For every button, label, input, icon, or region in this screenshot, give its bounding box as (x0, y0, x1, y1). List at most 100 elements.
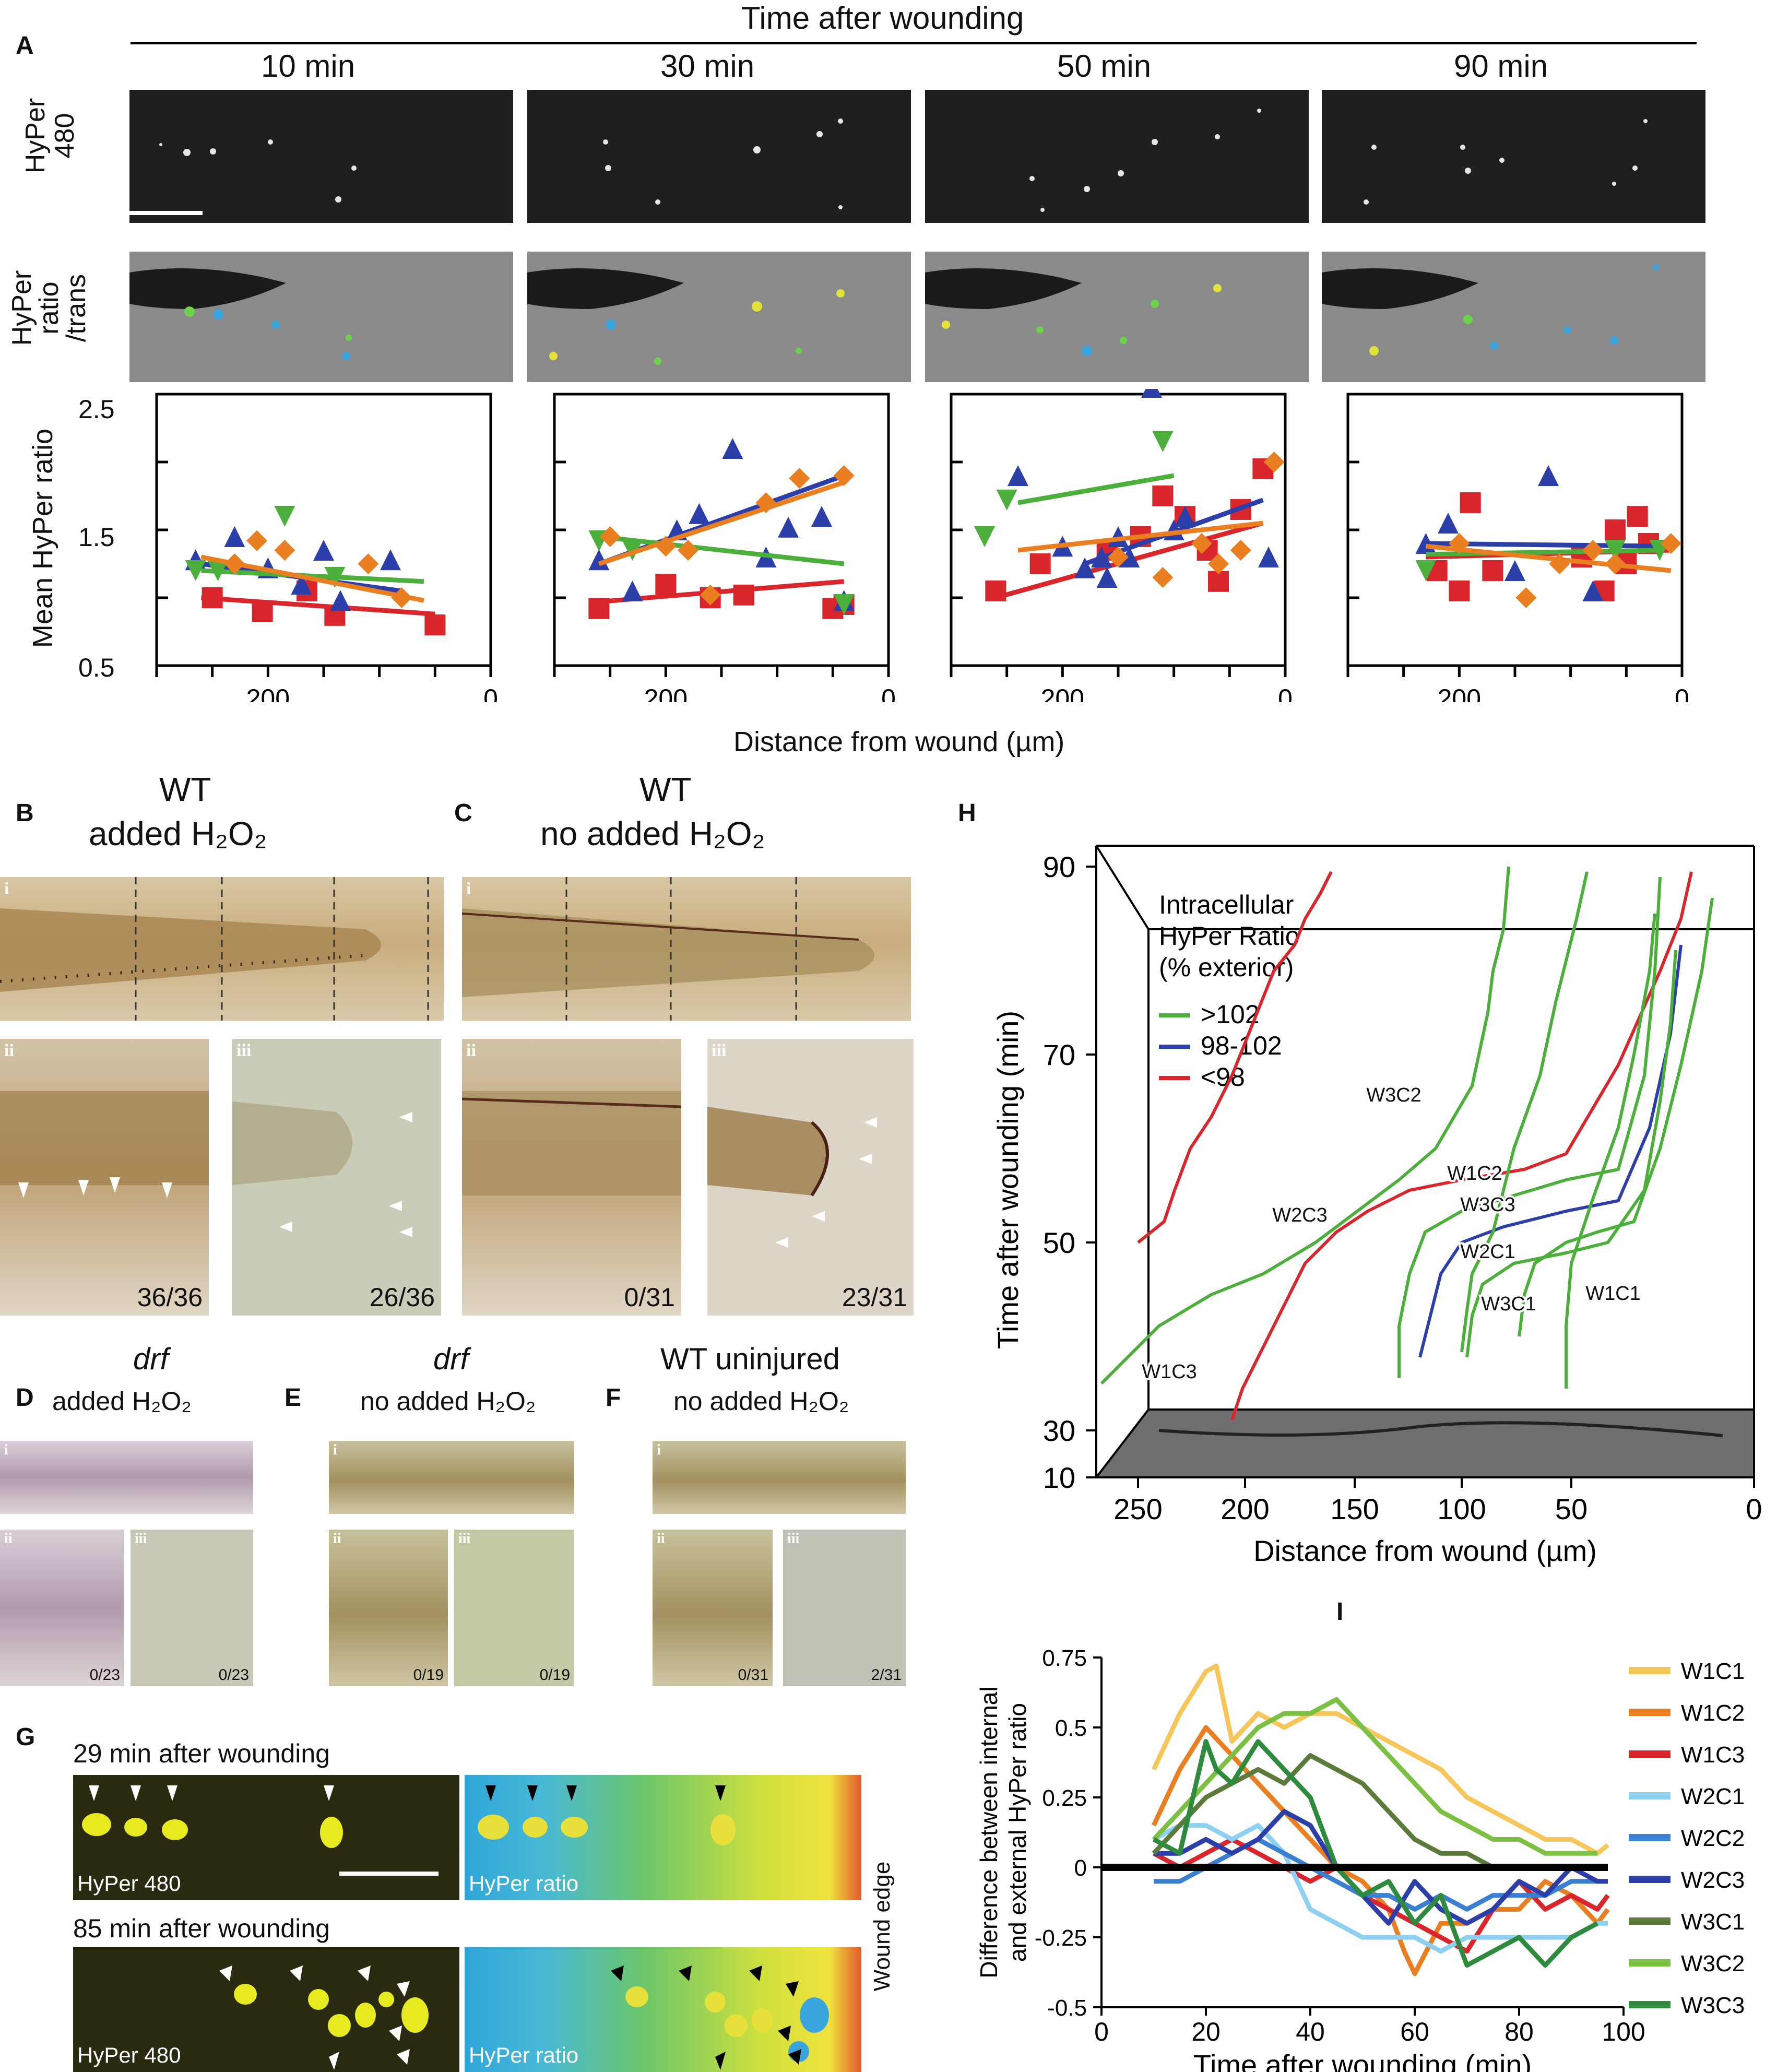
micrograph-d-i: i (0, 1441, 253, 1514)
floor-image (1096, 1410, 1754, 1477)
panel-g-label: G (16, 1723, 35, 1751)
panel-c-title1: WT (639, 771, 692, 808)
panel-c-label: C (454, 799, 472, 827)
data-point-diamond (391, 587, 412, 608)
data-point-triangle-up (811, 506, 832, 527)
i-ytick-label: 0.75 (1042, 1645, 1087, 1671)
h-legend-title: Intracellular (1159, 890, 1294, 919)
data-point-triangle-up (1008, 465, 1028, 486)
data-point-triangle-up (1258, 547, 1279, 567)
data-point-square (1449, 581, 1470, 601)
data-point-triangle-up (1141, 389, 1162, 398)
micrograph-ratio-50min (925, 252, 1309, 382)
h-ytick-label: 10 (1043, 1461, 1075, 1494)
data-point-triangle-up (1538, 465, 1559, 486)
i-legend-label: W1C3 (1681, 1742, 1745, 1768)
data-point-triangle-up (1504, 560, 1525, 581)
data-point-diamond (1582, 540, 1604, 561)
count-b-iii: 26/36 (369, 1283, 435, 1312)
data-point-diamond (1449, 533, 1470, 554)
micrograph-b-ii: ii 36/36 (0, 1039, 209, 1316)
track-label: W2C3 (1272, 1204, 1328, 1226)
data-point-diamond (1191, 533, 1212, 554)
data-point-triangle-up (1096, 567, 1118, 588)
data-point-diamond (1660, 533, 1681, 554)
data-point-diamond (1549, 553, 1570, 574)
panel-b-title2: added H₂O₂ (89, 815, 267, 853)
roman-d-i: i (4, 1442, 8, 1458)
row1-label: HyPer 480 (20, 98, 80, 174)
h-legend-label: <98 (1201, 1062, 1245, 1092)
data-point-triangle-up (224, 526, 245, 547)
data-point-diamond (358, 553, 379, 574)
data-point-square (655, 574, 677, 595)
micrograph-g-ratio-29: HyPer ratio (465, 1775, 861, 1900)
data-point-triangle-down (274, 506, 295, 527)
h-ytick-label: 50 (1043, 1226, 1075, 1259)
i-legend-label: W2C2 (1681, 1826, 1745, 1851)
g-ratio-label-2: HyPer ratio (469, 2043, 579, 2067)
i-xtick-label: 80 (1504, 2017, 1534, 2046)
roman-f-i: i (657, 1442, 661, 1458)
data-point-triangle-up (291, 574, 312, 595)
h-xtick-label: 200 (1221, 1493, 1269, 1525)
i-ytick-label: -0.5 (1047, 1995, 1087, 2021)
roman-c-iii: iii (712, 1041, 727, 1060)
timepoint-50: 50 min (1057, 49, 1152, 84)
ytick-0.5: 0.5 (78, 653, 115, 682)
micrograph-e-ii: ii 0/19 (329, 1530, 448, 1686)
data-point-diamond (789, 468, 810, 489)
xtick-label-200: 200 (1438, 684, 1481, 702)
micrograph-b-i: i (0, 877, 444, 1021)
count-c-iii: 23/31 (842, 1283, 907, 1312)
data-point-diamond (755, 492, 777, 513)
micrograph-ratio-10min (129, 252, 513, 382)
data-point-square (252, 601, 273, 622)
xtick-label-0: 0 (1675, 684, 1689, 702)
roman-f-ii: ii (657, 1531, 665, 1547)
track-label: W3C2 (1366, 1084, 1421, 1106)
cell-track (1465, 950, 1677, 1358)
data-point-square (985, 581, 1006, 601)
data-point-triangle-up (1175, 506, 1195, 527)
g-hyper480-label-2: HyPer 480 (77, 2043, 181, 2067)
data-point-triangle-up (1582, 581, 1604, 601)
xtick-label-200: 200 (246, 684, 290, 702)
i-xtick-label: 100 (1602, 2017, 1645, 2046)
h-ytick-label: 70 (1043, 1038, 1075, 1071)
count-e-ii: 0/19 (413, 1666, 444, 1684)
data-point-triangle-up (330, 590, 351, 611)
track-label: W1C2 (1447, 1163, 1502, 1185)
data-point-triangle-up (1091, 547, 1112, 567)
xtick-label-0: 0 (483, 684, 498, 702)
micrograph-f-ii: ii 0/31 (653, 1530, 773, 1686)
h-ytick-label: 90 (1043, 850, 1075, 883)
data-point-triangle-down (185, 560, 206, 581)
data-point-triangle-up (689, 503, 710, 524)
data-point-triangle-down (833, 594, 855, 615)
count-d-iii: 0/23 (218, 1666, 249, 1684)
wound-edge-label: Wound edge (869, 1861, 895, 1992)
i-ytick-label: 0.5 (1055, 1715, 1087, 1741)
i-ylabel-line1: Difference between internal (975, 1686, 1002, 1978)
ytick-1.5: 1.5 (78, 523, 115, 552)
h-legend-title: HyPer Ratio (1159, 921, 1300, 951)
track-label: W2C1 (1460, 1241, 1515, 1263)
i-xtick-label: 40 (1296, 2017, 1325, 2046)
panel-d-label: D (16, 1384, 34, 1412)
micrograph-b-iii: iii 26/36 (232, 1039, 441, 1316)
micrograph-ratio-90min (1322, 252, 1705, 382)
fit-line (201, 595, 435, 617)
panel-e-title1: drf (433, 1342, 469, 1376)
data-point-triangle-up (380, 549, 401, 571)
panel-a-label: A (16, 32, 34, 60)
data-point-diamond (833, 465, 855, 486)
i-legend-label: W1C1 (1681, 1659, 1745, 1684)
fit-line (201, 568, 424, 584)
series-line-W1C1 (1151, 1663, 1609, 1856)
panel-h-label: H (958, 799, 976, 827)
micrograph-hyper480-90min (1322, 90, 1705, 223)
data-point-triangle-up (313, 540, 334, 561)
scatter-90min: 200 0 (1346, 393, 1689, 702)
micrograph-c-iii: iii 23/31 (707, 1039, 914, 1316)
